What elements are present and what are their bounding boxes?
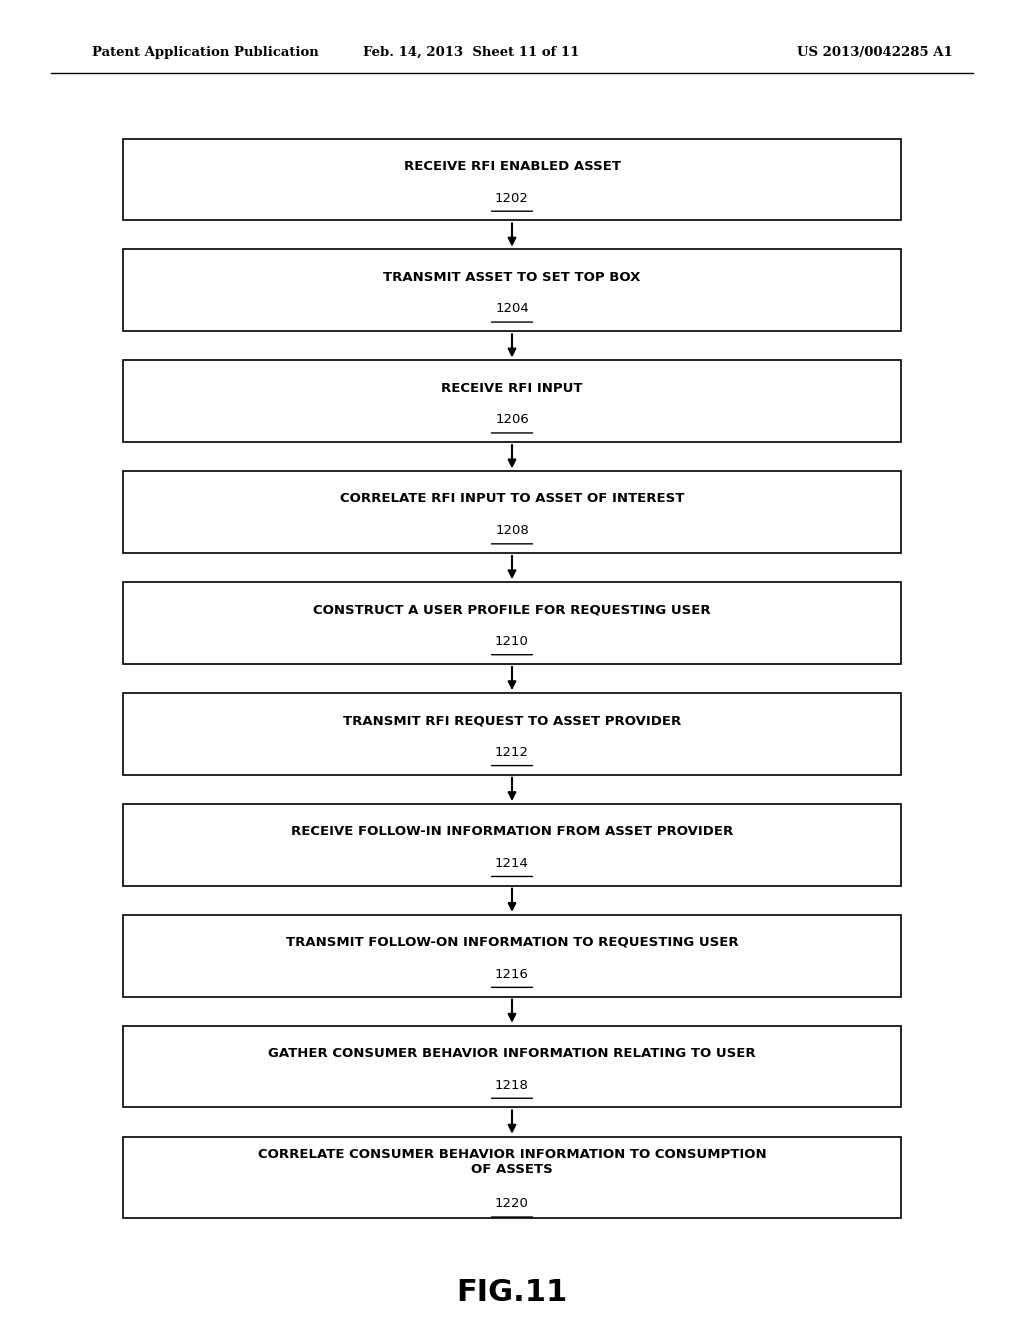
FancyBboxPatch shape [123, 249, 901, 331]
Text: RECEIVE RFI ENABLED ASSET: RECEIVE RFI ENABLED ASSET [403, 160, 621, 173]
Text: 1208: 1208 [496, 524, 528, 537]
FancyBboxPatch shape [123, 582, 901, 664]
FancyBboxPatch shape [123, 139, 901, 220]
Text: Feb. 14, 2013  Sheet 11 of 11: Feb. 14, 2013 Sheet 11 of 11 [362, 46, 580, 59]
Text: CORRELATE CONSUMER BEHAVIOR INFORMATION TO CONSUMPTION
OF ASSETS: CORRELATE CONSUMER BEHAVIOR INFORMATION … [258, 1147, 766, 1176]
Text: CONSTRUCT A USER PROFILE FOR REQUESTING USER: CONSTRUCT A USER PROFILE FOR REQUESTING … [313, 603, 711, 616]
Text: TRANSMIT RFI REQUEST TO ASSET PROVIDER: TRANSMIT RFI REQUEST TO ASSET PROVIDER [343, 714, 681, 727]
FancyBboxPatch shape [123, 804, 901, 886]
Text: TRANSMIT FOLLOW-ON INFORMATION TO REQUESTING USER: TRANSMIT FOLLOW-ON INFORMATION TO REQUES… [286, 936, 738, 949]
Text: 1204: 1204 [496, 302, 528, 315]
Text: 1210: 1210 [495, 635, 529, 648]
Text: 1214: 1214 [495, 857, 529, 870]
Text: 1218: 1218 [495, 1078, 529, 1092]
Text: 1206: 1206 [496, 413, 528, 426]
Text: TRANSMIT ASSET TO SET TOP BOX: TRANSMIT ASSET TO SET TOP BOX [383, 271, 641, 284]
FancyBboxPatch shape [123, 471, 901, 553]
Text: GATHER CONSUMER BEHAVIOR INFORMATION RELATING TO USER: GATHER CONSUMER BEHAVIOR INFORMATION REL… [268, 1047, 756, 1060]
FancyBboxPatch shape [123, 915, 901, 997]
Text: Patent Application Publication: Patent Application Publication [92, 46, 318, 59]
Text: CORRELATE RFI INPUT TO ASSET OF INTEREST: CORRELATE RFI INPUT TO ASSET OF INTEREST [340, 492, 684, 506]
Text: 1212: 1212 [495, 746, 529, 759]
Text: 1202: 1202 [495, 191, 529, 205]
FancyBboxPatch shape [123, 693, 901, 775]
Text: FIG.11: FIG.11 [457, 1278, 567, 1307]
Text: 1220: 1220 [495, 1197, 529, 1210]
FancyBboxPatch shape [123, 1026, 901, 1107]
FancyBboxPatch shape [123, 1137, 901, 1218]
Text: RECEIVE RFI INPUT: RECEIVE RFI INPUT [441, 381, 583, 395]
Text: 1216: 1216 [495, 968, 529, 981]
FancyBboxPatch shape [123, 360, 901, 442]
Text: US 2013/0042285 A1: US 2013/0042285 A1 [797, 46, 952, 59]
Text: RECEIVE FOLLOW-IN INFORMATION FROM ASSET PROVIDER: RECEIVE FOLLOW-IN INFORMATION FROM ASSET… [291, 825, 733, 838]
